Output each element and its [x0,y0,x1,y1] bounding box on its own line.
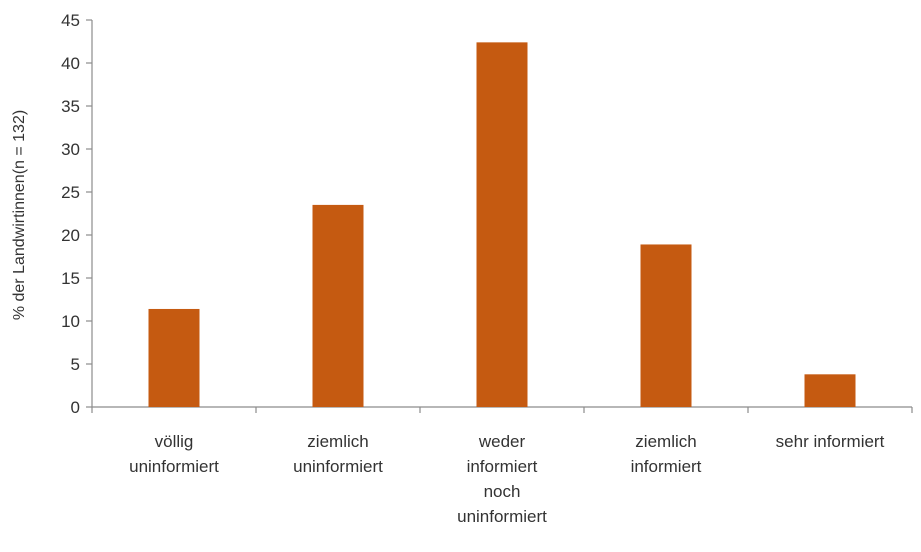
x-category-label-line: informiert [631,457,702,476]
x-category-label-line: informiert [467,457,538,476]
bar [476,42,528,408]
bar [148,308,200,407]
x-category-label: ziemlich uninformiert [293,432,383,476]
x-category-label-line: ziemlich [635,432,696,451]
y-tick-label: 30 [61,140,80,159]
x-category-label-line: völlig [155,432,194,451]
y-tick-label: 25 [61,183,80,202]
bar [804,374,856,407]
bar [312,204,364,407]
x-category-label: ziemlich informiert [631,432,702,476]
x-category-label-line: ziemlich [307,432,368,451]
y-axis-title: % der Landwirtinnen(n = 132) [11,110,28,320]
y-tick-label: 15 [61,269,80,288]
x-category-label: weder informiert noch uninformiert [457,432,547,526]
bar [640,244,692,407]
x-category-label-line: uninformiert [457,507,547,526]
x-category-label-line: noch [484,482,521,501]
y-tick-label: 10 [61,312,80,331]
y-tick-label: 45 [61,11,80,30]
x-category-label-line: uninformiert [129,457,219,476]
x-category-label-line: weder [478,432,526,451]
x-category-label: sehr informiert [776,432,885,451]
y-tick-label: 0 [71,398,80,417]
y-tick-label: 35 [61,97,80,116]
y-tick-label: 20 [61,226,80,245]
x-category-label-line: uninformiert [293,457,383,476]
y-tick-label: 40 [61,54,80,73]
y-tick-label: 5 [71,355,80,374]
x-category-label-line: sehr informiert [776,432,885,451]
x-category-label: völlig uninformiert [129,432,219,476]
y-axis-title-group: % der Landwirtinnen(n = 132) [11,110,28,320]
